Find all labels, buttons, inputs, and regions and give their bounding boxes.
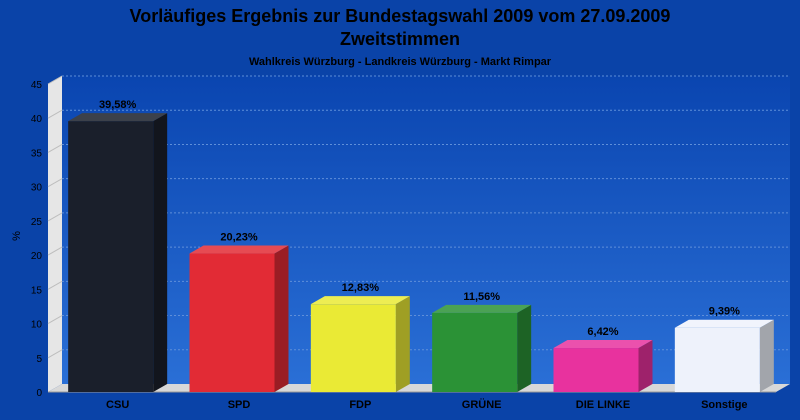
y-axis-label: % — [11, 231, 23, 241]
bar-side — [153, 113, 168, 392]
bar-top — [674, 319, 774, 328]
bar-top — [189, 245, 289, 254]
chart-title-2: Zweitstimmen — [340, 29, 460, 49]
gridline-side — [47, 75, 63, 85]
x-tick-label: FDP — [349, 399, 371, 411]
gridline-side — [47, 349, 63, 359]
data-label: 9,39% — [709, 306, 740, 318]
plot-back-wall — [62, 76, 790, 384]
gridline-side — [47, 280, 63, 290]
data-label: 12,83% — [342, 282, 380, 294]
bar — [68, 121, 154, 392]
gridline-side — [47, 246, 63, 256]
bar-side — [395, 296, 410, 392]
y-tick-label: 20 — [31, 251, 43, 262]
x-tick-label: Sonstige — [701, 399, 747, 411]
gridline-side — [47, 178, 63, 188]
bar-top — [68, 113, 168, 122]
bar — [674, 327, 760, 392]
data-label: 6,42% — [587, 326, 618, 338]
gridline-side — [47, 212, 63, 222]
x-tick-label: DIE LINKE — [576, 399, 630, 411]
bar-side — [638, 340, 653, 392]
x-tick-label: GRÜNE — [462, 398, 502, 411]
data-label: 11,56% — [463, 291, 500, 303]
y-tick-label: 15 — [31, 285, 43, 296]
bar — [189, 253, 275, 392]
y-tick-label: 0 — [36, 388, 42, 399]
plot-left-wall — [48, 76, 62, 392]
bar — [432, 312, 518, 392]
y-tick-label: 5 — [36, 354, 42, 365]
data-label: 20,23% — [220, 232, 258, 244]
bar-side — [759, 319, 774, 392]
y-tick-label: 40 — [31, 114, 43, 125]
gridline-side — [47, 315, 63, 324]
bar-side — [517, 304, 532, 392]
bar-top — [310, 296, 410, 305]
bar — [553, 348, 639, 392]
bar-top — [553, 340, 653, 349]
x-tick-label: SPD — [228, 399, 251, 411]
bar — [310, 304, 396, 392]
y-tick-label: 45 — [31, 80, 43, 91]
chart-subtitle: Wahlkreis Würzburg - Landkreis Würzburg … — [249, 56, 552, 68]
y-tick-label: 35 — [31, 148, 43, 159]
gridline-side — [47, 109, 63, 119]
chart-title: Vorläufiges Ergebnis zur Bundestagswahl … — [130, 6, 671, 26]
y-tick-label: 25 — [31, 217, 43, 228]
y-tick-label: 30 — [31, 183, 43, 194]
bar-side — [274, 245, 289, 392]
data-label: 39,58% — [99, 99, 137, 111]
bar-top — [432, 304, 532, 313]
gridline-side — [47, 144, 63, 153]
y-tick-label: 10 — [31, 320, 43, 331]
x-tick-label: CSU — [106, 399, 129, 411]
